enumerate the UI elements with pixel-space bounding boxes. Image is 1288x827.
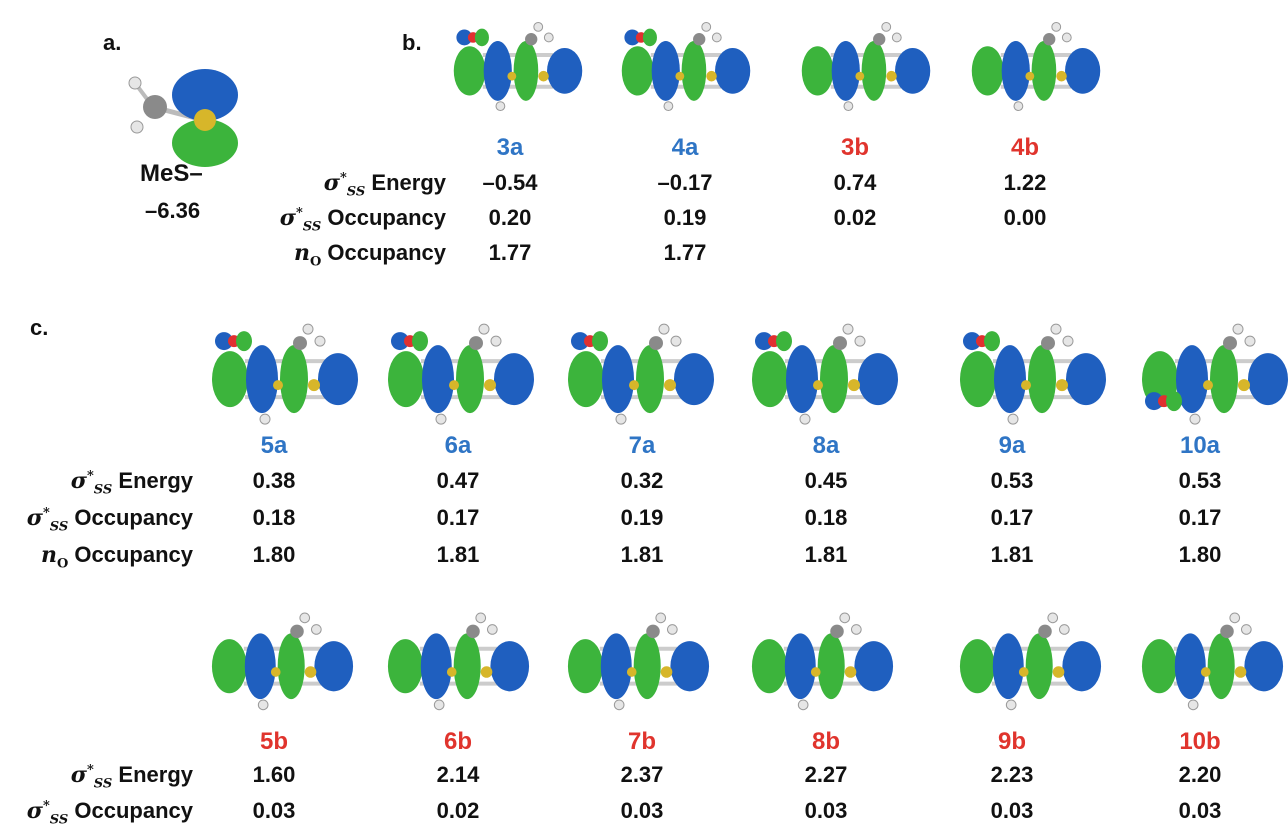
sigma-energy-7a: 0.32 bbox=[620, 468, 664, 493]
n-occupancy-4a: 1.77 bbox=[663, 240, 707, 265]
n-occupancy-7a: 1.81 bbox=[620, 542, 664, 567]
row-label-ca-sigma-energy: σ*SS Energy bbox=[70, 468, 193, 498]
reference-name: MeS– bbox=[140, 160, 203, 187]
compound-label-4b: 4b bbox=[1010, 134, 1039, 161]
compound-label-8b: 8b bbox=[811, 728, 840, 755]
n-occupancy-3a: 1.77 bbox=[488, 240, 532, 265]
sigma-occupancy-3b: 0.02 bbox=[833, 205, 877, 230]
compound-label-6a: 6a bbox=[444, 432, 472, 459]
sigma-energy-10a: 0.53 bbox=[1178, 468, 1222, 493]
orbital-molecule-image bbox=[971, 22, 1101, 111]
orbital-molecule-image bbox=[387, 612, 530, 711]
orbital-molecule-image bbox=[453, 22, 583, 111]
sigma-energy-5a: 0.38 bbox=[252, 468, 296, 493]
sigma-occupancy-6a: 0.17 bbox=[436, 505, 480, 530]
sigma-occupancy-4b: 0.00 bbox=[1003, 205, 1047, 230]
row-label-b-sigma-energy: σ*SS Energy bbox=[323, 170, 446, 200]
orbital-molecule-image bbox=[388, 323, 534, 425]
orbital-molecule-image bbox=[621, 22, 751, 111]
panel-label-c: c. bbox=[30, 315, 49, 340]
compound-label-6b: 6b bbox=[443, 728, 472, 755]
sigma-energy-4b: 1.22 bbox=[1003, 170, 1047, 195]
sigma-energy-9a: 0.53 bbox=[990, 468, 1034, 493]
orbital-molecule-image bbox=[568, 323, 714, 425]
n-occupancy-10a: 1.80 bbox=[1178, 542, 1222, 567]
sigma-energy-7b: 2.37 bbox=[620, 762, 664, 787]
compound-label-9b: 9b bbox=[997, 728, 1026, 755]
row-label-cb-sigma-energy: σ*SS Energy bbox=[70, 762, 193, 792]
sigma-energy-4a: –0.17 bbox=[657, 170, 713, 195]
row-label-ca-n-occupancy: nO Occupancy bbox=[40, 542, 193, 572]
sigma-occupancy-8b: 0.03 bbox=[804, 798, 848, 823]
sigma-occupancy-7a: 0.19 bbox=[620, 505, 664, 530]
compound-label-7b: 7b bbox=[627, 728, 656, 755]
row-label-cb-sigma-occupancy: σ*SS Occupancy bbox=[26, 798, 193, 827]
sigma-energy-3a: –0.54 bbox=[482, 170, 538, 195]
sigma-energy-3b: 0.74 bbox=[833, 170, 877, 195]
orbital-molecule-image bbox=[752, 323, 898, 425]
sigma-occupancy-7b: 0.03 bbox=[620, 798, 664, 823]
compound-label-8a: 8a bbox=[812, 432, 840, 459]
mes-orbital-image bbox=[128, 69, 238, 167]
sigma-occupancy-8a: 0.18 bbox=[804, 505, 848, 530]
sigma-energy-6a: 0.47 bbox=[436, 468, 480, 493]
n-occupancy-8a: 1.81 bbox=[804, 542, 848, 567]
sigma-occupancy-9a: 0.17 bbox=[990, 505, 1034, 530]
sigma-energy-8a: 0.45 bbox=[804, 468, 848, 493]
panel-label-a: a. bbox=[103, 30, 122, 55]
sigma-occupancy-5a: 0.18 bbox=[252, 505, 296, 530]
compound-label-3a: 3a bbox=[496, 134, 524, 161]
sigma-energy-6b: 2.14 bbox=[436, 762, 480, 787]
sigma-occupancy-5b: 0.03 bbox=[252, 798, 296, 823]
compound-label-10a: 10a bbox=[1179, 432, 1221, 459]
orbital-molecule-image bbox=[211, 612, 354, 711]
sigma-occupancy-10b: 0.03 bbox=[1178, 798, 1222, 823]
orbital-molecule-image bbox=[1141, 612, 1284, 711]
sigma-occupancy-6b: 0.02 bbox=[436, 798, 480, 823]
orbital-molecule-image bbox=[212, 323, 358, 425]
sigma-energy-9b: 2.23 bbox=[990, 762, 1034, 787]
sigma-occupancy-3a: 0.20 bbox=[488, 205, 532, 230]
compound-label-5a: 5a bbox=[260, 432, 288, 459]
row-label-ca-sigma-occupancy: σ*SS Occupancy bbox=[26, 505, 193, 535]
n-occupancy-6a: 1.81 bbox=[436, 542, 480, 567]
sigma-energy-5b: 1.60 bbox=[252, 762, 296, 787]
compound-label-3b: 3b bbox=[840, 134, 869, 161]
compound-label-9a: 9a bbox=[998, 432, 1026, 459]
sigma-occupancy-4a: 0.19 bbox=[663, 205, 707, 230]
orbital-molecule-image bbox=[751, 612, 894, 711]
orbital-molecule-image bbox=[567, 612, 710, 711]
orbital-molecule-image bbox=[959, 612, 1102, 711]
compound-label-10b: 10b bbox=[1179, 728, 1221, 755]
orbital-molecule-image bbox=[960, 323, 1106, 425]
row-label-b-sigma-occupancy: σ*SS Occupancy bbox=[279, 205, 446, 235]
panel-label-b: b. bbox=[402, 30, 422, 55]
reference-value: –6.36 bbox=[145, 198, 201, 223]
orbital-molecule-image bbox=[801, 22, 931, 111]
n-occupancy-5a: 1.80 bbox=[252, 542, 296, 567]
sigma-occupancy-10a: 0.17 bbox=[1178, 505, 1222, 530]
orbital-molecule-image bbox=[1142, 323, 1288, 425]
compound-label-7a: 7a bbox=[628, 432, 656, 459]
compound-label-5b: 5b bbox=[259, 728, 288, 755]
n-occupancy-9a: 1.81 bbox=[990, 542, 1034, 567]
row-label-b-n-occupancy: nO Occupancy bbox=[293, 240, 446, 270]
sigma-energy-8b: 2.27 bbox=[804, 762, 848, 787]
sigma-energy-10b: 2.20 bbox=[1178, 762, 1222, 787]
compound-label-4a: 4a bbox=[671, 134, 699, 161]
sigma-occupancy-9b: 0.03 bbox=[990, 798, 1034, 823]
